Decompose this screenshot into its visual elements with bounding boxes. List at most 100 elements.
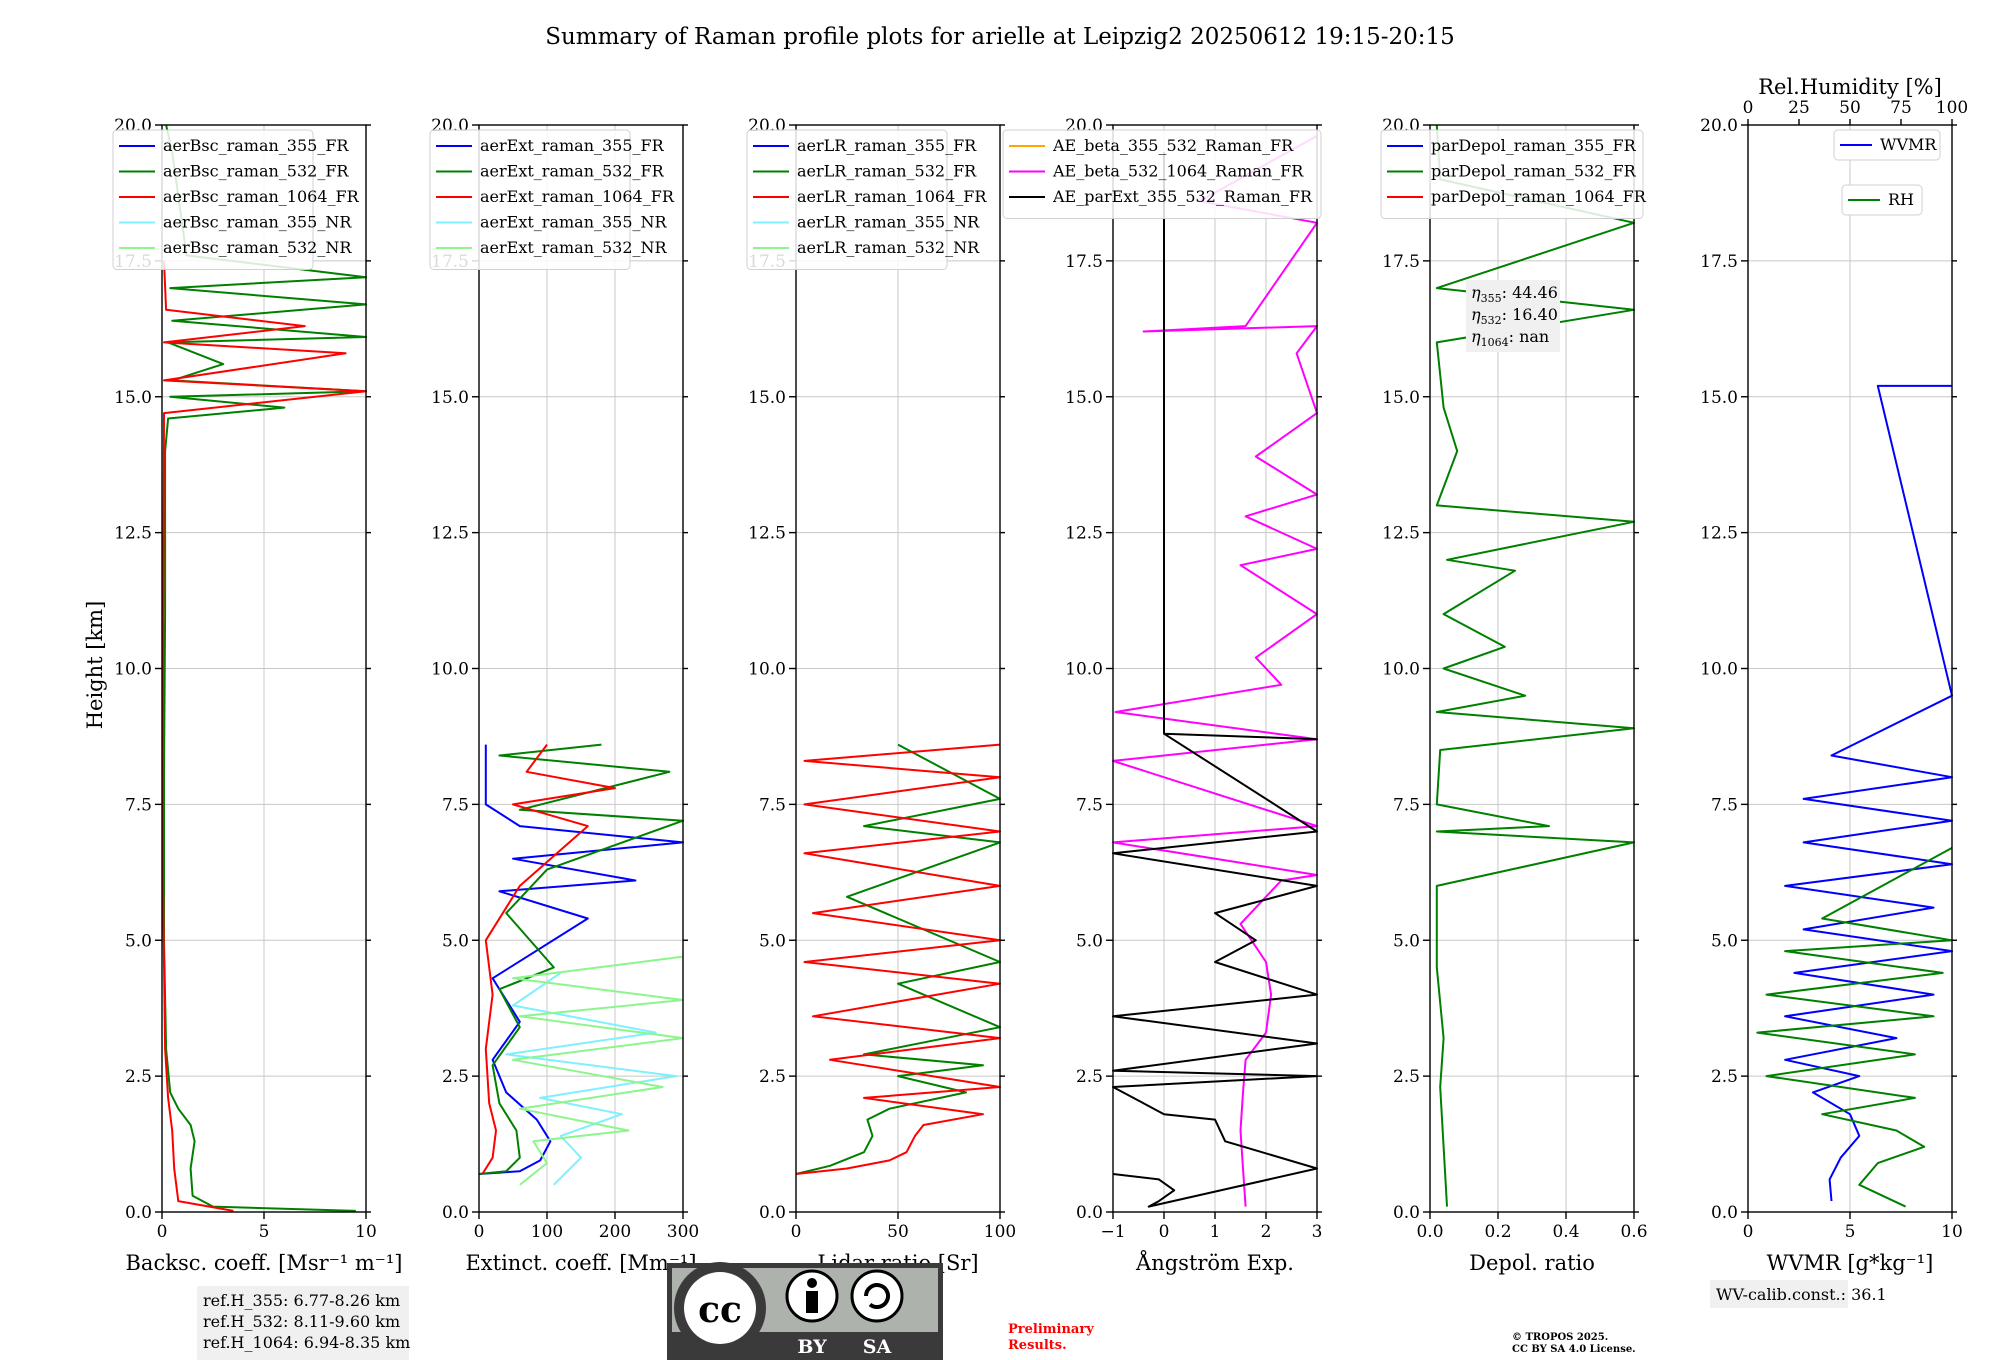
legend-label: aerExt_raman_532_NR bbox=[480, 238, 668, 257]
eta-symbol: η bbox=[1471, 327, 1481, 346]
height-axis-label: Height [km] bbox=[83, 601, 107, 730]
y-tick-label: 15.0 bbox=[1382, 388, 1420, 408]
by-icon-head bbox=[807, 1278, 817, 1288]
y-tick-label: 15.0 bbox=[1065, 388, 1103, 408]
x-axis-label: Extinct. coeff. [Mm⁻¹] bbox=[465, 1251, 696, 1275]
x-tick-label: 300 bbox=[667, 1222, 699, 1242]
series-line-WVMR bbox=[1784, 384, 1953, 1202]
series-line-aerExt_raman_355_NR bbox=[505, 972, 678, 1186]
panel-5: 0.02.55.07.510.012.515.017.520.00.0 0.2 0.… bbox=[1380, 116, 1648, 1275]
y-tick-label: 15.0 bbox=[1700, 388, 1738, 408]
preliminary-text: Results. bbox=[1008, 1338, 1067, 1353]
sa-circle bbox=[850, 1269, 904, 1323]
legend-label: aerLR_raman_532_NR bbox=[797, 238, 980, 257]
y-tick-label: 15.0 bbox=[114, 388, 152, 408]
y-tick-label: 10.0 bbox=[1065, 660, 1103, 680]
legend-box bbox=[1380, 129, 1644, 219]
reference-height-line: ref.H_1064: 6.94-8.35 km bbox=[203, 1333, 410, 1352]
y-tick-label: 10.0 bbox=[748, 660, 786, 680]
panel-1: 0.02.55.07.510.012.515.017.520.00510Back… bbox=[112, 116, 403, 1275]
series-line-AE_beta_532_1064_Raman_FR bbox=[1112, 135, 1318, 1207]
copyright-text: CC BY SA 4.0 License. bbox=[1512, 1344, 1636, 1355]
series-line-aerLR_raman_1064_FR bbox=[795, 743, 1001, 1175]
x-tick-label: 10 bbox=[355, 1222, 377, 1242]
y-tick-label: 2.5 bbox=[125, 1067, 152, 1087]
reference-heights-box: ref.H_355: 6.77-8.26 km ref.H_532: 8.11-9… bbox=[197, 1286, 410, 1360]
series-line-RH bbox=[1756, 847, 1953, 1208]
y-tick-label: 0.0 bbox=[442, 1203, 469, 1223]
legend-label: aerExt_raman_532_FR bbox=[480, 162, 665, 181]
x-axis-label: Depol. ratio bbox=[1469, 1251, 1595, 1275]
legend-label: aerExt_raman_355_NR bbox=[480, 213, 668, 232]
legend-label: AE_beta_355_532_Raman_FR bbox=[1052, 136, 1294, 155]
x-tick-label: 0 bbox=[791, 1222, 802, 1242]
panel-3: 0.02.55.07.510.012.515.017.520.0050100Li… bbox=[746, 116, 1016, 1275]
legend: AE_beta_355_532_Raman_FR AE_beta_532_1064… bbox=[1002, 129, 1322, 219]
x-tick-label: 10 bbox=[1941, 1222, 1963, 1242]
annotation-box bbox=[1466, 280, 1560, 352]
x-tick-label: 100 bbox=[531, 1222, 563, 1242]
x-axis-label: Backsc. coeff. [Msr⁻¹ m⁻¹] bbox=[126, 1251, 403, 1275]
legend-box bbox=[1841, 184, 1923, 216]
legend-label: aerLR_raman_355_NR bbox=[797, 213, 980, 232]
y-tick-label: 20.0 bbox=[1700, 116, 1738, 136]
legend-label: aerBsc_raman_355_NR bbox=[163, 213, 352, 232]
y-tick-label: 12.5 bbox=[1382, 524, 1420, 544]
cc-icon: cc bbox=[698, 1289, 742, 1331]
wv-calib-text: WV-calib.const.: 36.1 bbox=[1716, 1285, 1887, 1304]
x-tick-label: 0 bbox=[157, 1222, 168, 1242]
y-tick-label: 0.0 bbox=[1076, 1203, 1103, 1223]
panel-2: 0.02.55.07.510.012.515.017.520.001002003… bbox=[429, 116, 699, 1275]
sa-label: SA bbox=[863, 1336, 892, 1358]
y-tick-label: 0.0 bbox=[125, 1203, 152, 1223]
series-line-aerExt_raman_355_FR bbox=[478, 744, 684, 1175]
legend-label: aerLR_raman_355_FR bbox=[797, 136, 977, 155]
legend: parDepol_raman_355_FR parDepol_raman_532_… bbox=[1380, 129, 1647, 219]
y-tick-label: 2.5 bbox=[442, 1067, 469, 1087]
y-tick-label: 7.5 bbox=[442, 795, 469, 815]
y-tick-label: 10.0 bbox=[114, 660, 152, 680]
legend-label: aerBsc_raman_1064_FR bbox=[163, 187, 360, 206]
legend: aerBsc_raman_355_FR aerBsc_raman_532_FRae… bbox=[112, 129, 360, 270]
copyright-text: © TROPOS 2025. bbox=[1512, 1332, 1608, 1343]
x-tick-label: 5 bbox=[259, 1222, 270, 1242]
x-tick-label: 0 bbox=[1159, 1222, 1170, 1242]
y-tick-label: 12.5 bbox=[1065, 524, 1103, 544]
y-tick-label: 15.0 bbox=[431, 388, 469, 408]
y-tick-label: 2.5 bbox=[1076, 1067, 1103, 1087]
y-tick-label: 12.5 bbox=[748, 524, 786, 544]
legend-label: aerExt_raman_1064_FR bbox=[480, 187, 675, 206]
annotation-line: η532: 16.40 bbox=[1471, 305, 1558, 327]
x-tick-label: 0.0 bbox=[1416, 1222, 1443, 1242]
legend-wvmr: WVMR bbox=[1833, 129, 1941, 161]
x-tick-label: 100 bbox=[984, 1222, 1016, 1242]
x-tick-label: 200 bbox=[599, 1222, 631, 1242]
panel-6: 0.02.55.07.510.012.515.017.520.00 5 10WVMR… bbox=[1700, 75, 1968, 1308]
eta-subscript: 532 bbox=[1481, 314, 1502, 327]
y-tick-label: 7.5 bbox=[1076, 795, 1103, 815]
legend-label: RH bbox=[1888, 190, 1914, 209]
y-tick-label: 12.5 bbox=[431, 524, 469, 544]
rh-tick-label: 100 bbox=[1936, 98, 1968, 118]
legend-label: AE_parExt_355_532_Raman_FR bbox=[1052, 187, 1313, 206]
legend-label: parDepol_raman_532_FR bbox=[1431, 162, 1637, 181]
legend-label: WVMR bbox=[1880, 135, 1937, 154]
legend-label: AE_beta_532_1064_Raman_FR bbox=[1052, 162, 1304, 181]
legend-label: aerLR_raman_532_FR bbox=[797, 162, 977, 181]
rh-axis-label: Rel.Humidity [%] bbox=[1758, 75, 1942, 99]
x-tick-label: 0 bbox=[1743, 1222, 1754, 1242]
series-line-aerExt_raman_1064_FR bbox=[481, 744, 616, 1175]
rh-tick-label: 75 bbox=[1890, 98, 1912, 118]
legend-label: parDepol_raman_355_FR bbox=[1431, 136, 1637, 155]
y-tick-label: 7.5 bbox=[759, 795, 786, 815]
wv-calib-box: WV-calib.const.: 36.1 bbox=[1710, 1280, 1887, 1308]
x-tick-label: 3 bbox=[1312, 1222, 1323, 1242]
series-line-aerExt_raman_532_FR bbox=[478, 743, 684, 1175]
annotation-line: η355: 44.46 bbox=[1471, 283, 1558, 305]
x-tick-label: 2 bbox=[1261, 1222, 1272, 1242]
legend: aerExt_raman_355_FR aerExt_raman_532_FRae… bbox=[429, 129, 675, 270]
y-tick-label: 10.0 bbox=[431, 660, 469, 680]
y-tick-label: 10.0 bbox=[1382, 660, 1420, 680]
y-tick-label: 12.5 bbox=[114, 524, 152, 544]
